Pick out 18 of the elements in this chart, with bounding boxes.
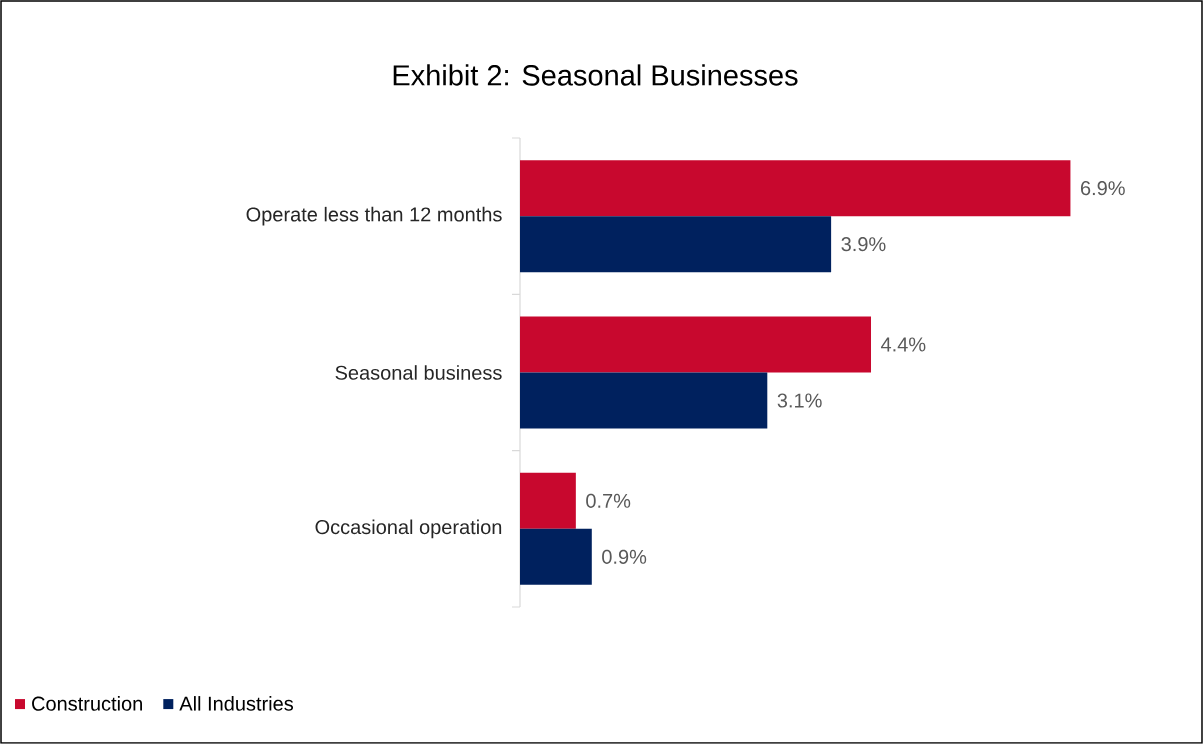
- bar: [520, 472, 576, 529]
- y-tick-label: Operate less than 12 months: [246, 206, 502, 226]
- legend-label: Construction: [32, 696, 142, 711]
- y-tick-label: Occasional operation: [315, 519, 502, 539]
- y-tick-label: Seasonal business: [335, 365, 502, 380]
- data-label: 6.9%: [1080, 181, 1125, 196]
- bar: [520, 528, 592, 585]
- data-label: 3.1%: [777, 393, 822, 408]
- data-label: 0.9%: [602, 549, 647, 564]
- legend-label: All Industries: [179, 696, 294, 711]
- bar: [520, 160, 1071, 217]
- data-label: 3.9%: [841, 237, 886, 252]
- bar: [520, 316, 871, 373]
- bar: [520, 372, 768, 429]
- bar: [520, 216, 832, 273]
- data-label: 4.4%: [880, 337, 926, 352]
- chart-title: Exhibit 2: Seasonal Businesses: [393, 64, 798, 86]
- data-label: 0.7%: [586, 493, 631, 508]
